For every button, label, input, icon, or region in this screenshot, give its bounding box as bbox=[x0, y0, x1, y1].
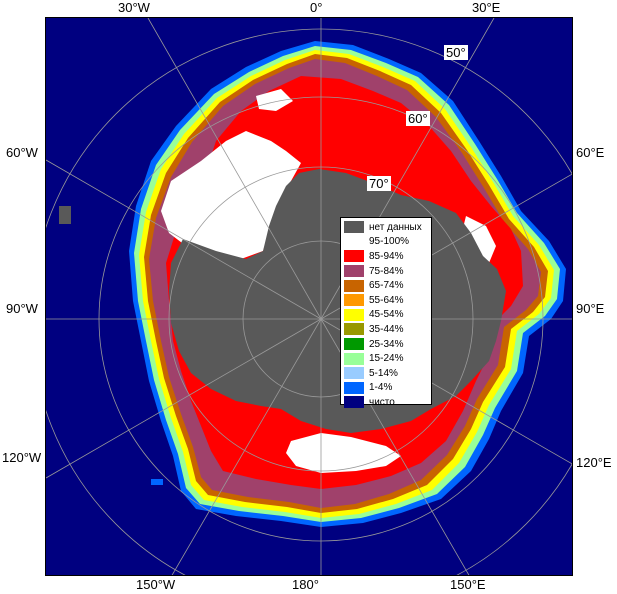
legend-label: 85-94% bbox=[369, 250, 404, 262]
legend-label: 35-44% bbox=[369, 323, 404, 335]
legend-label: 75-84% bbox=[369, 265, 404, 277]
legend-item: 55-64% bbox=[344, 293, 428, 308]
legend-item: 1-4% bbox=[344, 381, 428, 396]
legend-swatch bbox=[344, 367, 364, 380]
legend-swatch bbox=[344, 294, 364, 307]
sea-ice-map bbox=[45, 17, 573, 576]
meridian-120w bbox=[46, 318, 322, 479]
legend-swatch bbox=[344, 323, 364, 336]
lon-label-120e: 120°E bbox=[576, 455, 612, 470]
legend-item: 5-14% bbox=[344, 366, 428, 381]
lon-label-90e: 90°E bbox=[576, 301, 605, 316]
lon-label-0: 0° bbox=[310, 0, 323, 15]
legend-label: 65-74% bbox=[369, 280, 404, 292]
legend-item: 95-100% bbox=[344, 235, 428, 250]
legend-item: 15-24% bbox=[344, 351, 428, 366]
legend-label: 45-54% bbox=[369, 309, 404, 321]
legend-label: 1-4% bbox=[369, 382, 393, 394]
legend-swatch bbox=[344, 308, 364, 321]
legend-item: 65-74% bbox=[344, 278, 428, 293]
lon-label-180: 180° bbox=[292, 577, 319, 592]
ice-band-95-100-ross bbox=[286, 433, 401, 473]
lon-label-60w: 60°W bbox=[6, 145, 38, 160]
legend-label: 55-64% bbox=[369, 294, 404, 306]
legend-swatch bbox=[344, 250, 364, 263]
meridian-60w bbox=[46, 159, 322, 320]
legend-item: нет данных bbox=[344, 220, 428, 235]
lon-label-120w: 120°W bbox=[2, 450, 42, 465]
legend-label: 15-24% bbox=[369, 353, 404, 365]
legend-swatch bbox=[344, 235, 364, 248]
legend-item: 45-54% bbox=[344, 308, 428, 323]
lat-label-50: 50° bbox=[444, 45, 468, 60]
legend-label: 5-14% bbox=[369, 367, 398, 379]
legend-swatch bbox=[344, 338, 364, 351]
legend-label: 25-34% bbox=[369, 338, 404, 350]
legend-swatch bbox=[344, 352, 364, 365]
lon-label-60e: 60°E bbox=[576, 145, 605, 160]
meridian-150w bbox=[171, 318, 322, 575]
legend-swatch bbox=[344, 279, 364, 292]
legend-item: 35-44% bbox=[344, 322, 428, 337]
lon-label-150w: 150°W bbox=[136, 577, 176, 592]
ice-band-95-100-north bbox=[256, 89, 293, 111]
legend-swatch bbox=[344, 396, 364, 409]
lon-label-30w: 30°W bbox=[118, 0, 150, 15]
legend-label: нет данных bbox=[369, 221, 422, 233]
lon-label-150e: 150°E bbox=[450, 577, 486, 592]
legend-swatch bbox=[344, 265, 364, 278]
ice-concentration-legend: нет данных 95-100% 85-94% 75-84% 65-74% 55-64… bbox=[340, 217, 432, 409]
meridian-30w bbox=[147, 18, 322, 320]
land-patch-west bbox=[59, 206, 71, 224]
ice-patch-southwest bbox=[151, 479, 163, 485]
legend-label: 95-100% bbox=[369, 236, 410, 248]
lon-label-90w: 90°W bbox=[6, 301, 38, 316]
ice-band-95-100-weddell bbox=[161, 131, 301, 259]
legend-label: чисто bbox=[369, 396, 395, 408]
legend-item: 85-94% bbox=[344, 249, 428, 264]
legend-swatch bbox=[344, 381, 364, 394]
lat-label-60: 60° bbox=[406, 111, 430, 126]
legend-item: чисто bbox=[344, 395, 428, 410]
lat-label-70: 70° bbox=[367, 176, 391, 191]
legend-item: 75-84% bbox=[344, 264, 428, 279]
graticule bbox=[46, 18, 572, 575]
legend-item: 25-34% bbox=[344, 337, 428, 352]
lon-label-30e: 30°E bbox=[472, 0, 501, 15]
legend-swatch bbox=[344, 221, 364, 234]
